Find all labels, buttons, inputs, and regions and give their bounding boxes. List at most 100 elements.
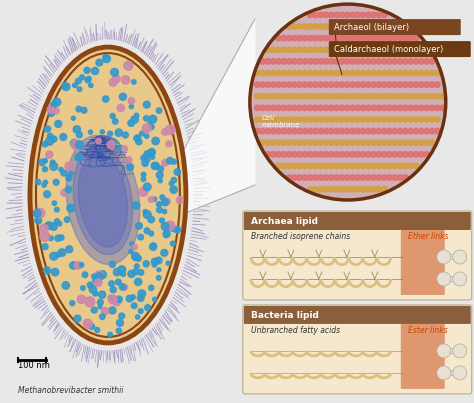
Circle shape	[345, 105, 350, 111]
Circle shape	[323, 175, 329, 181]
Circle shape	[286, 175, 292, 181]
Circle shape	[121, 285, 128, 291]
Circle shape	[61, 170, 67, 176]
Circle shape	[83, 319, 92, 328]
Circle shape	[408, 58, 414, 64]
Circle shape	[144, 183, 151, 191]
Circle shape	[136, 315, 140, 319]
Circle shape	[148, 121, 152, 125]
Circle shape	[365, 117, 371, 122]
Circle shape	[413, 35, 419, 41]
Circle shape	[156, 202, 162, 207]
Circle shape	[143, 101, 150, 108]
Circle shape	[118, 266, 126, 274]
Circle shape	[302, 24, 308, 29]
Circle shape	[360, 24, 366, 29]
Circle shape	[89, 324, 94, 329]
Circle shape	[397, 175, 403, 181]
Circle shape	[302, 93, 308, 99]
Circle shape	[334, 140, 339, 145]
Circle shape	[334, 152, 339, 157]
Circle shape	[53, 98, 61, 106]
Circle shape	[376, 70, 382, 76]
Circle shape	[318, 105, 324, 111]
Circle shape	[81, 286, 85, 290]
Circle shape	[164, 232, 169, 237]
Circle shape	[47, 133, 53, 139]
Circle shape	[129, 249, 133, 253]
Circle shape	[323, 105, 329, 111]
Circle shape	[408, 128, 414, 134]
Circle shape	[286, 140, 292, 145]
Circle shape	[313, 163, 318, 169]
Circle shape	[122, 132, 128, 138]
Circle shape	[108, 131, 113, 136]
Circle shape	[313, 117, 318, 122]
Circle shape	[128, 270, 135, 277]
Circle shape	[166, 261, 170, 266]
Circle shape	[318, 187, 324, 192]
Circle shape	[339, 187, 345, 192]
Circle shape	[419, 47, 424, 52]
Circle shape	[429, 58, 435, 64]
Circle shape	[307, 82, 313, 87]
Circle shape	[307, 105, 313, 111]
Circle shape	[260, 140, 265, 145]
Circle shape	[126, 157, 132, 163]
Circle shape	[365, 187, 371, 192]
Circle shape	[328, 24, 334, 29]
Circle shape	[281, 35, 286, 41]
Circle shape	[382, 35, 387, 41]
Circle shape	[144, 228, 150, 234]
Circle shape	[275, 93, 281, 99]
Circle shape	[255, 128, 260, 134]
Circle shape	[281, 152, 286, 157]
Circle shape	[52, 201, 56, 206]
Circle shape	[81, 107, 87, 113]
Circle shape	[437, 250, 451, 264]
Circle shape	[323, 187, 329, 192]
Circle shape	[136, 139, 142, 145]
Circle shape	[61, 189, 68, 196]
Circle shape	[281, 70, 286, 76]
Circle shape	[323, 58, 329, 64]
Circle shape	[62, 83, 67, 88]
Circle shape	[98, 305, 102, 309]
Circle shape	[260, 70, 265, 76]
Circle shape	[371, 12, 376, 18]
Circle shape	[350, 58, 356, 64]
Circle shape	[350, 175, 356, 181]
Circle shape	[292, 163, 297, 169]
Circle shape	[62, 83, 70, 91]
Circle shape	[339, 140, 345, 145]
Circle shape	[403, 128, 408, 134]
Circle shape	[339, 24, 345, 29]
Circle shape	[360, 128, 366, 134]
Circle shape	[328, 175, 334, 181]
Circle shape	[387, 117, 392, 122]
Circle shape	[97, 299, 103, 305]
Circle shape	[150, 155, 155, 159]
Circle shape	[392, 105, 398, 111]
Circle shape	[69, 171, 73, 175]
Circle shape	[80, 75, 84, 80]
Circle shape	[387, 35, 392, 41]
Circle shape	[131, 303, 137, 309]
Circle shape	[339, 70, 345, 76]
Circle shape	[435, 82, 440, 87]
Circle shape	[270, 128, 276, 134]
Circle shape	[424, 117, 429, 122]
Circle shape	[275, 47, 281, 52]
Circle shape	[339, 105, 345, 111]
Circle shape	[149, 150, 155, 154]
Circle shape	[70, 301, 75, 306]
Circle shape	[60, 133, 67, 140]
Circle shape	[113, 268, 121, 276]
Circle shape	[102, 96, 109, 102]
Circle shape	[397, 47, 403, 52]
Circle shape	[85, 297, 95, 307]
Circle shape	[165, 221, 174, 230]
Circle shape	[59, 168, 63, 172]
Circle shape	[131, 116, 138, 123]
Circle shape	[376, 93, 382, 99]
